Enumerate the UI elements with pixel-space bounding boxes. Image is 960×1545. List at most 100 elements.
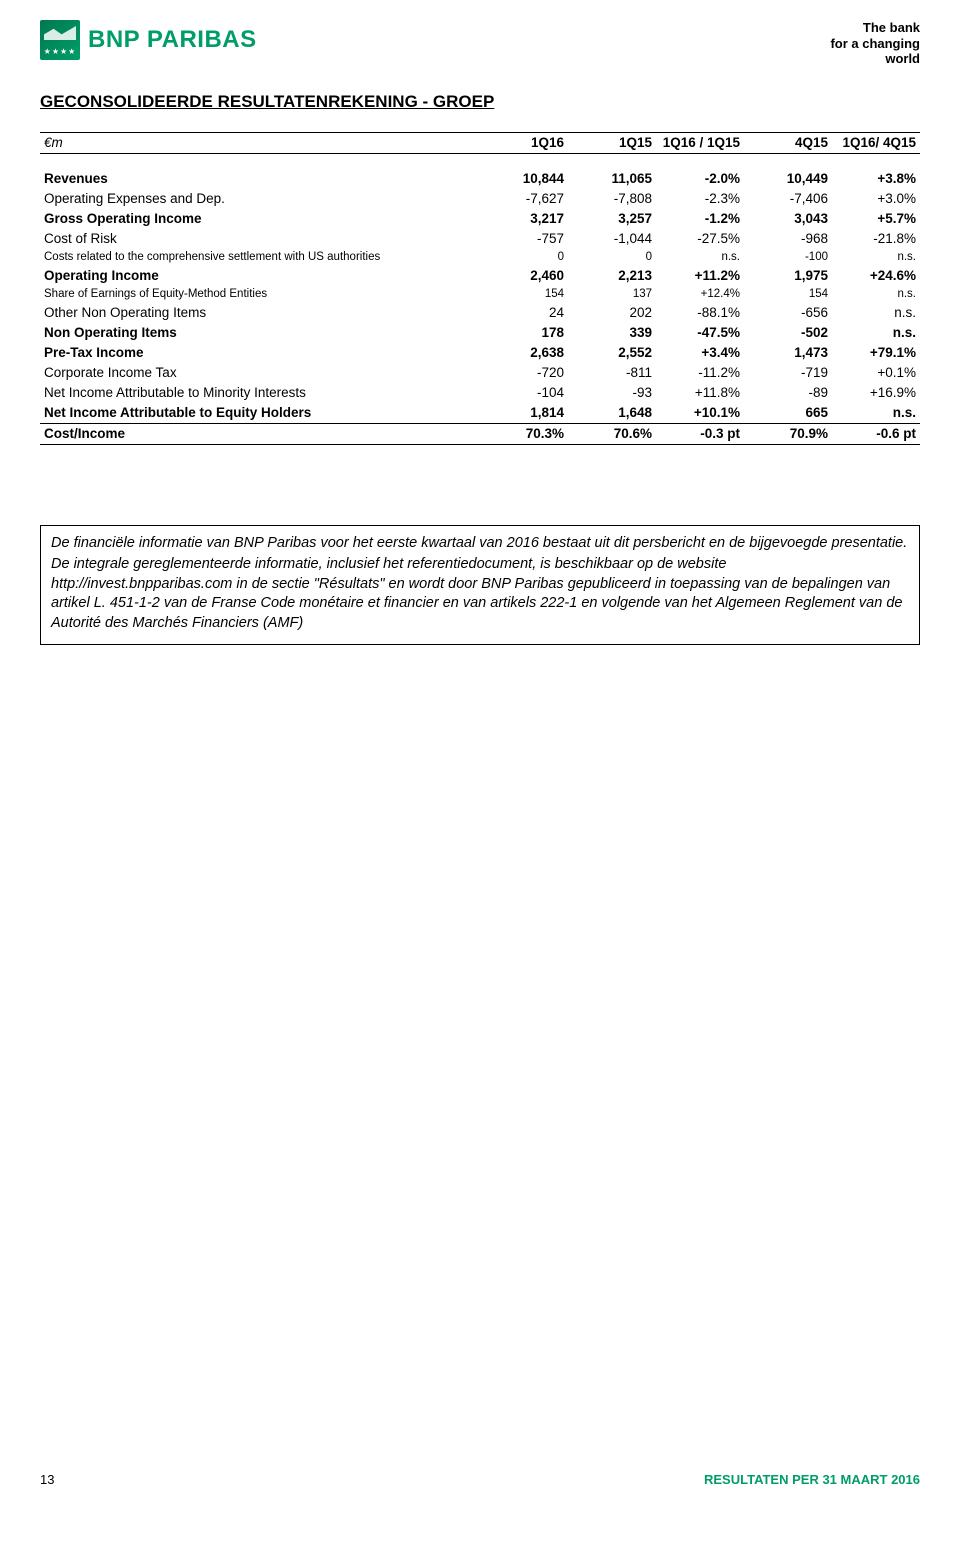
page-number: 13 [40,1472,54,1487]
cell: -719 [744,363,832,383]
cell: 3,257 [568,209,656,229]
table-row: Pre-Tax Income2,6382,552+3.4%1,473+79.1% [40,343,920,363]
col-header: 4Q15 [744,132,832,153]
table-row: Share of Earnings of Equity-Method Entit… [40,286,920,303]
cell: 339 [568,323,656,343]
brand-tagline: The bank for a changing world [830,20,920,67]
row-label: Costs related to the comprehensive settl… [40,249,480,266]
table-header-row: €m 1Q16 1Q15 1Q16 / 1Q15 4Q15 1Q16/ 4Q15 [40,132,920,153]
cell: -27.5% [656,229,744,249]
cell: -757 [480,229,568,249]
cell: 10,449 [744,169,832,189]
unit-label: €m [40,132,480,153]
cell: +5.7% [832,209,920,229]
cell: 665 [744,403,832,424]
cell: -1,044 [568,229,656,249]
note-paragraph: De integrale gereglementeerde informatie… [51,555,909,633]
table-row: Other Non Operating Items24202-88.1%-656… [40,303,920,323]
cell: -811 [568,363,656,383]
table-row: Cost of Risk-757-1,044-27.5%-968-21.8% [40,229,920,249]
cell: 1,814 [480,403,568,424]
col-header: 1Q16 / 1Q15 [656,132,744,153]
row-label: Net Income Attributable to Equity Holder… [40,403,480,424]
cell: -11.2% [656,363,744,383]
table-row: Non Operating Items178339-47.5%-502n.s. [40,323,920,343]
col-header: 1Q16 [480,132,568,153]
cell: 2,460 [480,266,568,286]
table-row: Costs related to the comprehensive settl… [40,249,920,266]
cell: 1,975 [744,266,832,286]
brand-logo: BNP PARIBAS [40,20,257,60]
cell: 3,217 [480,209,568,229]
cell: -89 [744,383,832,403]
cell: +11.8% [656,383,744,403]
cell: 0 [568,249,656,266]
row-label: Operating Income [40,266,480,286]
footer-title: RESULTATEN PER 31 MAART 2016 [704,1472,920,1487]
cell: -104 [480,383,568,403]
cell: -0.3 pt [656,423,744,444]
cell: 24 [480,303,568,323]
cell: +10.1% [656,403,744,424]
cell: n.s. [832,323,920,343]
cell: 2,552 [568,343,656,363]
row-label: Gross Operating Income [40,209,480,229]
page-footer: 13 RESULTATEN PER 31 MAART 2016 [40,1472,920,1487]
cell: +79.1% [832,343,920,363]
cell: +16.9% [832,383,920,403]
cell: +0.1% [832,363,920,383]
cell: 1,648 [568,403,656,424]
cell: n.s. [832,403,920,424]
cell: -2.0% [656,169,744,189]
cell: 154 [744,286,832,303]
row-label: Pre-Tax Income [40,343,480,363]
cell: 1,473 [744,343,832,363]
cell: +3.0% [832,189,920,209]
table-row: Operating Income2,4602,213+11.2%1,975+24… [40,266,920,286]
cell: -100 [744,249,832,266]
cell: 178 [480,323,568,343]
note-paragraph: De financiële informatie van BNP Paribas… [51,534,909,554]
row-label: Cost of Risk [40,229,480,249]
cell: n.s. [656,249,744,266]
tagline-line-3: world [830,51,920,67]
table-row: Operating Expenses and Dep.-7,627-7,808-… [40,189,920,209]
table-row: Net Income Attributable to Equity Holder… [40,403,920,424]
cell: +3.8% [832,169,920,189]
cell: -47.5% [656,323,744,343]
cell: 0 [480,249,568,266]
cell: 70.9% [744,423,832,444]
cell: -93 [568,383,656,403]
cell: -968 [744,229,832,249]
row-label: Non Operating Items [40,323,480,343]
cell: +3.4% [656,343,744,363]
cell: -720 [480,363,568,383]
row-label: Corporate Income Tax [40,363,480,383]
cell: 70.3% [480,423,568,444]
row-label: Net Income Attributable to Minority Inte… [40,383,480,403]
cell: n.s. [832,249,920,266]
section-title: GECONSOLIDEERDE RESULTATENREKENING - GRO… [40,92,920,112]
cell: +12.4% [656,286,744,303]
income-statement-table: €m 1Q16 1Q15 1Q16 / 1Q15 4Q15 1Q16/ 4Q15… [40,132,920,445]
table-row: Net Income Attributable to Minority Inte… [40,383,920,403]
cell: 2,213 [568,266,656,286]
row-label: Share of Earnings of Equity-Method Entit… [40,286,480,303]
row-label: Revenues [40,169,480,189]
table-row: Gross Operating Income3,2173,257-1.2%3,0… [40,209,920,229]
cell: n.s. [832,286,920,303]
cell: 137 [568,286,656,303]
row-label: Other Non Operating Items [40,303,480,323]
cell: -502 [744,323,832,343]
page-header: BNP PARIBAS The bank for a changing worl… [40,20,920,67]
tagline-line-2: for a changing [830,36,920,52]
cell: -7,406 [744,189,832,209]
cell: +11.2% [656,266,744,286]
cell: 3,043 [744,209,832,229]
cell: -0.6 pt [832,423,920,444]
col-header: 1Q15 [568,132,656,153]
disclosure-note: De financiële informatie van BNP Paribas… [40,525,920,645]
cell: 11,065 [568,169,656,189]
cell: -21.8% [832,229,920,249]
cell: -1.2% [656,209,744,229]
